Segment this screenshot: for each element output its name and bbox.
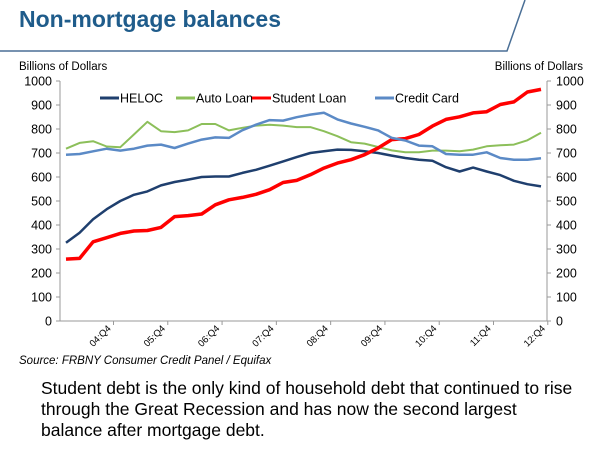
y-tick-label-right: 600 (556, 171, 577, 185)
legend-label: Credit Card (395, 92, 459, 106)
y-tick-label-right: 100 (556, 291, 577, 305)
y-tick-label-right: 200 (556, 267, 577, 281)
y-tick-label-right: 500 (556, 195, 577, 209)
y-tick-label-right: 700 (556, 147, 577, 161)
x-tick-label: 08:Q4 (305, 323, 331, 349)
x-tick-label: 11:Q4 (468, 323, 494, 349)
y-tick-label-left: 400 (31, 219, 52, 233)
series-line-heloc (65, 148, 542, 244)
header-rule (0, 0, 526, 52)
y-tick-label-right: 1000 (556, 75, 584, 89)
y-tick-label-left: 200 (31, 267, 52, 281)
caption-text: Student debt is the only kind of househo… (41, 378, 573, 440)
y-tick-label-right: 800 (556, 123, 577, 137)
x-tick-label: 07:Q4 (250, 323, 276, 349)
slide-title: Non-mortgage balances (19, 6, 281, 32)
y-tick-label-left: 100 (31, 291, 52, 305)
y-tick-label-right: 300 (556, 243, 577, 257)
x-tick-label: 10:Q4 (413, 323, 439, 349)
series-line-student-loan (65, 87, 542, 261)
y-tick-label-left: 500 (31, 195, 52, 209)
series-line-auto-loan (65, 120, 542, 154)
y-tick-label-right: 900 (556, 99, 577, 113)
y-tick-label-left: 300 (31, 243, 52, 257)
y-tick-label-right: 0 (556, 315, 563, 329)
legend-label: Auto Loan (196, 92, 253, 106)
legend-label: Student Loan (272, 92, 346, 106)
x-tick-label: 04:Q4 (88, 323, 114, 349)
legend-label: HELOC (120, 92, 163, 106)
source-note: Source: FRBNY Consumer Credit Panel / Eq… (19, 355, 272, 367)
y-tick-label-left: 800 (31, 123, 52, 137)
y-axis-label-left: Billions of Dollars (19, 61, 107, 73)
x-tick-label: 09:Q4 (359, 323, 385, 349)
y-tick-label-right: 400 (556, 219, 577, 233)
y-tick-label-left: 700 (31, 147, 52, 161)
x-tick-label: 06:Q4 (196, 323, 222, 349)
series-line-credit-card (65, 111, 542, 161)
y-tick-label-left: 900 (31, 99, 52, 113)
y-tick-label-left: 0 (45, 315, 52, 329)
y-tick-label-left: 600 (31, 171, 52, 185)
y-axis-label-right: Billions of Dollars (495, 61, 583, 73)
x-tick-label: 12:Q4 (522, 323, 548, 349)
x-tick-label: 05:Q4 (142, 323, 168, 349)
y-tick-label-left: 1000 (24, 75, 52, 89)
